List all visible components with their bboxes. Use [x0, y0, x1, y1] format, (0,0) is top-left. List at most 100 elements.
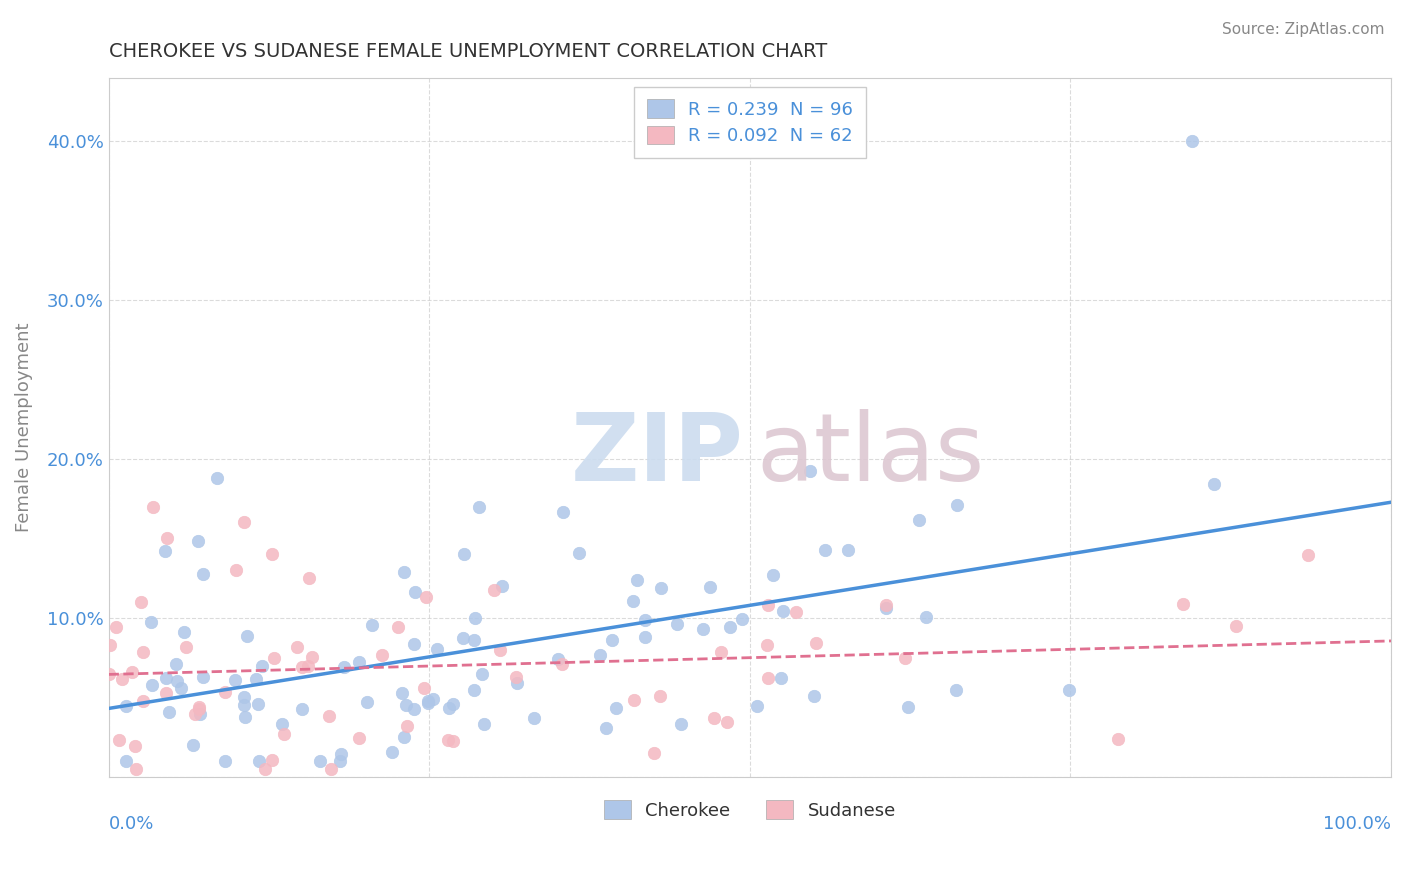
Point — [214, 754, 236, 768]
Point — [755, 638, 778, 652]
Point — [634, 613, 657, 627]
Point — [600, 633, 623, 648]
Point — [523, 711, 546, 725]
Point — [491, 579, 513, 593]
Point — [371, 648, 394, 663]
Point — [762, 567, 785, 582]
Point — [897, 700, 920, 714]
Point — [173, 625, 195, 640]
Point — [463, 633, 485, 648]
Point — [703, 711, 725, 725]
Point — [436, 733, 458, 747]
Point — [115, 699, 138, 714]
Point — [756, 671, 779, 685]
Point — [451, 631, 474, 645]
Point — [381, 745, 404, 759]
Point — [666, 617, 689, 632]
Point — [141, 678, 163, 692]
Point — [271, 716, 294, 731]
Point — [309, 754, 332, 768]
Point — [291, 659, 314, 673]
Point — [247, 754, 270, 768]
Point — [804, 636, 827, 650]
Point — [914, 609, 936, 624]
Point — [233, 710, 256, 724]
Point — [758, 599, 780, 613]
Point — [785, 605, 807, 619]
Point — [626, 574, 648, 588]
Point — [187, 533, 209, 548]
Point — [301, 649, 323, 664]
Point — [875, 601, 897, 615]
Point — [547, 652, 569, 666]
Point — [392, 565, 415, 579]
Point — [273, 727, 295, 741]
Point — [621, 594, 644, 608]
Point — [252, 659, 274, 673]
Point — [404, 637, 426, 651]
Point — [814, 543, 837, 558]
Point — [224, 673, 246, 688]
Point — [731, 612, 754, 626]
Point — [415, 591, 437, 605]
Point — [908, 513, 931, 527]
Point — [595, 721, 617, 735]
Point — [139, 615, 162, 630]
Point — [188, 707, 211, 722]
Point — [441, 697, 464, 711]
Point — [165, 657, 187, 671]
Text: 0.0%: 0.0% — [108, 815, 155, 833]
Point — [124, 762, 146, 776]
Point — [166, 673, 188, 688]
Point — [285, 640, 308, 654]
Point — [156, 531, 179, 545]
Point — [298, 571, 321, 585]
Point — [692, 622, 714, 636]
Point — [710, 645, 733, 659]
Point — [347, 655, 370, 669]
Point — [391, 686, 413, 700]
Point — [188, 702, 211, 716]
Point — [1059, 682, 1081, 697]
Point — [142, 500, 165, 514]
Point — [174, 640, 197, 655]
Point — [623, 693, 645, 707]
Point — [506, 675, 529, 690]
Point — [671, 716, 693, 731]
Point — [232, 698, 254, 712]
Point — [745, 698, 768, 713]
Point — [332, 660, 354, 674]
Point — [488, 643, 510, 657]
Legend: Cherokee, Sudanese: Cherokee, Sudanese — [596, 793, 903, 827]
Point — [422, 691, 444, 706]
Point — [153, 544, 176, 558]
Text: 100.0%: 100.0% — [1323, 815, 1391, 833]
Point — [291, 702, 314, 716]
Point — [205, 471, 228, 485]
Point — [716, 714, 738, 729]
Point — [650, 582, 672, 596]
Point — [568, 546, 591, 560]
Point — [551, 657, 574, 671]
Point — [471, 667, 494, 681]
Point — [402, 702, 425, 716]
Point — [107, 732, 129, 747]
Point — [124, 739, 146, 753]
Point — [253, 762, 276, 776]
Point — [181, 738, 204, 752]
Point — [799, 464, 821, 478]
Point — [247, 698, 270, 712]
Point — [418, 696, 440, 710]
Point — [262, 547, 284, 561]
Point — [356, 695, 378, 709]
Point — [1298, 548, 1320, 562]
Point — [650, 689, 672, 703]
Point — [396, 719, 419, 733]
Point — [233, 690, 256, 705]
Text: CHEROKEE VS SUDANESE FEMALE UNEMPLOYMENT CORRELATION CHART: CHEROKEE VS SUDANESE FEMALE UNEMPLOYMENT… — [108, 42, 827, 61]
Point — [236, 629, 259, 643]
Point — [426, 641, 449, 656]
Point — [214, 685, 236, 699]
Point — [349, 731, 371, 746]
Point — [772, 604, 794, 618]
